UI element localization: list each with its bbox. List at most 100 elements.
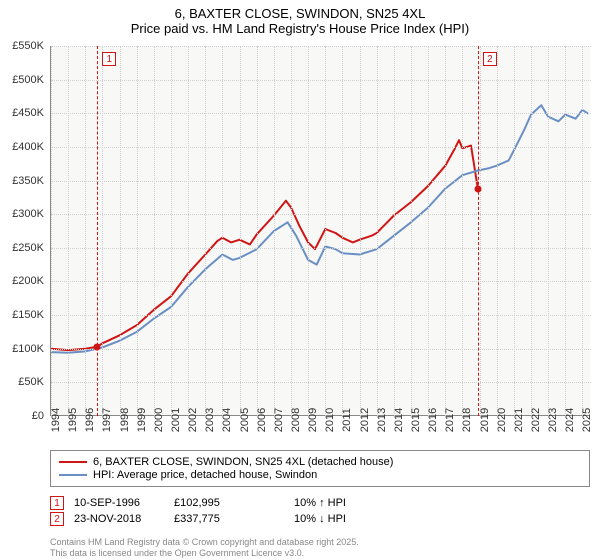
- event-date: 23-NOV-2018: [74, 513, 164, 525]
- gridline-vertical: [360, 46, 361, 416]
- x-axis-label: 2006: [256, 408, 268, 432]
- event-price: £337,775: [174, 513, 284, 525]
- x-axis-label: 1999: [136, 408, 148, 432]
- event-row: 110-SEP-1996£102,99510% ↑ HPI: [50, 496, 590, 510]
- legend: 6, BAXTER CLOSE, SWINDON, SN25 4XL (deta…: [50, 450, 590, 487]
- x-axis-label: 2005: [239, 408, 251, 432]
- events-table: 110-SEP-1996£102,99510% ↑ HPI223-NOV-201…: [50, 494, 590, 528]
- event-price: £102,995: [174, 497, 284, 509]
- gridline-vertical: [154, 46, 155, 416]
- x-axis-label: 1996: [84, 408, 96, 432]
- gridline-vertical: [222, 46, 223, 416]
- x-axis-label: 2016: [427, 408, 439, 432]
- gridline-horizontal: [51, 315, 591, 316]
- chart-area: 12 £0£50K£100K£150K£200K£250K£300K£350K£…: [50, 46, 590, 416]
- plot-background: 12: [50, 46, 590, 416]
- gridline-vertical: [188, 46, 189, 416]
- x-axis-label: 2010: [324, 408, 336, 432]
- y-axis-label: £450K: [12, 107, 44, 119]
- gridline-vertical: [120, 46, 121, 416]
- event-row-id: 1: [50, 496, 64, 510]
- gridline-vertical: [85, 46, 86, 416]
- gridline-vertical: [171, 46, 172, 416]
- gridline-vertical: [137, 46, 138, 416]
- chart-title: 6, BAXTER CLOSE, SWINDON, SN25 4XL: [0, 6, 600, 21]
- legend-swatch: [59, 461, 87, 463]
- chart-subtitle: Price paid vs. HM Land Registry's House …: [0, 21, 600, 36]
- x-axis-label: 1997: [101, 408, 113, 432]
- gridline-horizontal: [51, 147, 591, 148]
- x-axis-label: 2003: [204, 408, 216, 432]
- x-axis-label: 2020: [496, 408, 508, 432]
- legend-item: 6, BAXTER CLOSE, SWINDON, SN25 4XL (deta…: [59, 456, 581, 468]
- gridline-horizontal: [51, 80, 591, 81]
- gridline-vertical: [565, 46, 566, 416]
- x-axis-label: 2004: [221, 408, 233, 432]
- y-axis-label: £550K: [12, 40, 44, 52]
- x-axis-label: 2022: [530, 408, 542, 432]
- x-axis-label: 2007: [273, 408, 285, 432]
- gridline-vertical: [240, 46, 241, 416]
- legend-swatch: [59, 474, 87, 476]
- gridline-vertical: [428, 46, 429, 416]
- gridline-horizontal: [51, 214, 591, 215]
- gridline-vertical: [445, 46, 446, 416]
- chart-title-block: 6, BAXTER CLOSE, SWINDON, SN25 4XL Price…: [0, 0, 600, 36]
- event-marker-box: 1: [102, 52, 116, 66]
- x-axis-label: 2019: [479, 408, 491, 432]
- x-axis-label: 2023: [547, 408, 559, 432]
- y-axis-label: £100K: [12, 343, 44, 355]
- gridline-vertical: [411, 46, 412, 416]
- gridline-vertical: [257, 46, 258, 416]
- event-marker-2: 2: [478, 46, 479, 416]
- x-axis-label: 2013: [376, 408, 388, 432]
- gridline-horizontal: [51, 113, 591, 114]
- x-axis-label: 2017: [444, 408, 456, 432]
- event-row: 223-NOV-2018£337,77510% ↓ HPI: [50, 512, 590, 526]
- gridline-vertical: [548, 46, 549, 416]
- event-row-id: 2: [50, 512, 64, 526]
- y-axis-label: £350K: [12, 175, 44, 187]
- gridline-horizontal: [51, 382, 591, 383]
- gridline-vertical: [68, 46, 69, 416]
- x-axis-label: 1995: [67, 408, 79, 432]
- event-marker-1: 1: [97, 46, 98, 416]
- y-axis-label: £200K: [12, 275, 44, 287]
- y-axis-label: £500K: [12, 74, 44, 86]
- event-dot: [474, 185, 481, 192]
- x-axis-label: 1994: [50, 408, 62, 432]
- x-axis-label: 1998: [119, 408, 131, 432]
- series-line-price_paid: [51, 140, 478, 350]
- gridline-vertical: [102, 46, 103, 416]
- y-axis-label: £400K: [12, 141, 44, 153]
- event-date: 10-SEP-1996: [74, 497, 164, 509]
- x-axis-label: 2000: [153, 408, 165, 432]
- y-axis-label: £0: [32, 410, 44, 422]
- legend-label: 6, BAXTER CLOSE, SWINDON, SN25 4XL (deta…: [93, 456, 393, 468]
- gridline-vertical: [325, 46, 326, 416]
- chart-lines: [51, 46, 591, 416]
- gridline-vertical: [462, 46, 463, 416]
- gridline-vertical: [582, 46, 583, 416]
- gridline-vertical: [291, 46, 292, 416]
- legend-item: HPI: Average price, detached house, Swin…: [59, 469, 581, 481]
- x-axis-label: 2024: [564, 408, 576, 432]
- gridline-horizontal: [51, 281, 591, 282]
- event-marker-box: 2: [483, 52, 497, 66]
- event-dot: [94, 343, 101, 350]
- x-axis-label: 2015: [410, 408, 422, 432]
- gridline-horizontal: [51, 349, 591, 350]
- gridline-vertical: [514, 46, 515, 416]
- y-axis-label: £300K: [12, 208, 44, 220]
- y-axis-label: £150K: [12, 309, 44, 321]
- gridline-horizontal: [51, 46, 591, 47]
- x-axis-label: 2021: [513, 408, 525, 432]
- x-axis-label: 2025: [581, 408, 593, 432]
- x-axis-label: 2008: [290, 408, 302, 432]
- x-axis-label: 2001: [170, 408, 182, 432]
- x-axis-label: 2009: [307, 408, 319, 432]
- attribution: Contains HM Land Registry data © Crown c…: [50, 537, 590, 558]
- legend-label: HPI: Average price, detached house, Swin…: [93, 469, 317, 481]
- x-axis-label: 2014: [393, 408, 405, 432]
- y-axis-label: £50K: [18, 376, 44, 388]
